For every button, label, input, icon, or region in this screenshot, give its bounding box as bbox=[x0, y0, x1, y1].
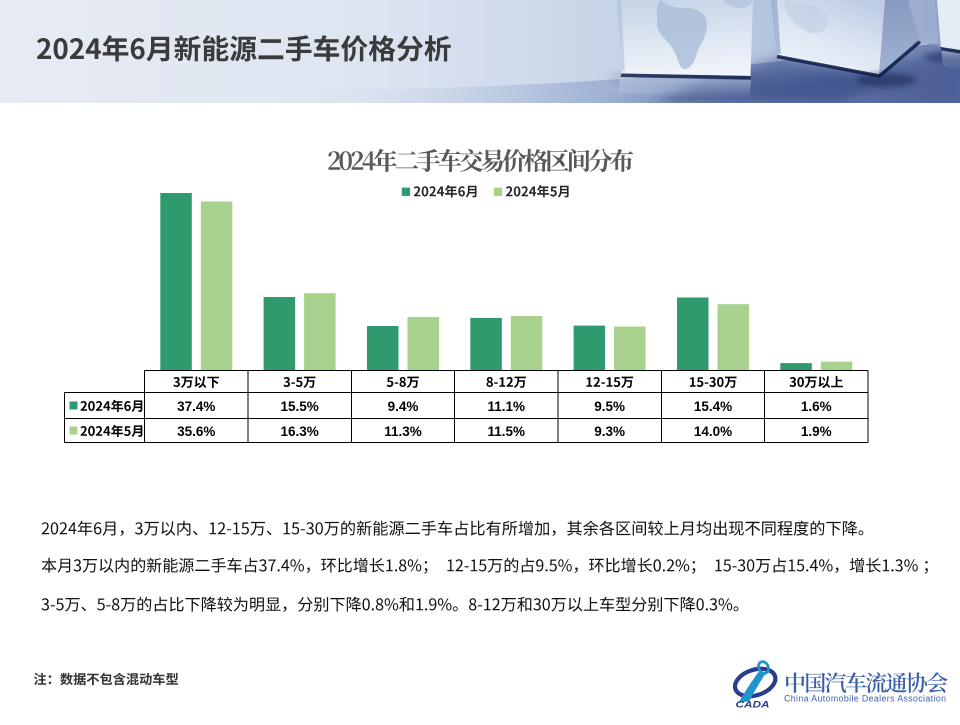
svg-text:China Automobile Dealers Assoc: China Automobile Dealers Association bbox=[784, 693, 946, 703]
svg-text:CADA: CADA bbox=[736, 700, 770, 711]
svg-text:11.5%: 11.5% bbox=[488, 424, 526, 439]
svg-text:37.4%: 37.4% bbox=[177, 399, 215, 414]
svg-text:16.3%: 16.3% bbox=[280, 424, 318, 439]
svg-text:1.9%: 1.9% bbox=[801, 424, 832, 439]
svg-text:15.4%: 15.4% bbox=[694, 399, 732, 414]
svg-text:9.5%: 9.5% bbox=[594, 399, 625, 414]
svg-text:11.1%: 11.1% bbox=[488, 399, 526, 414]
svg-text:14.0%: 14.0% bbox=[694, 424, 732, 439]
svg-text:35.6%: 35.6% bbox=[177, 424, 215, 439]
svg-text:1.6%: 1.6% bbox=[801, 399, 832, 414]
svg-text:11.3%: 11.3% bbox=[384, 424, 422, 439]
svg-text:15.5%: 15.5% bbox=[280, 399, 318, 414]
svg-text:9.3%: 9.3% bbox=[594, 424, 625, 439]
svg-text:9.4%: 9.4% bbox=[388, 399, 419, 414]
